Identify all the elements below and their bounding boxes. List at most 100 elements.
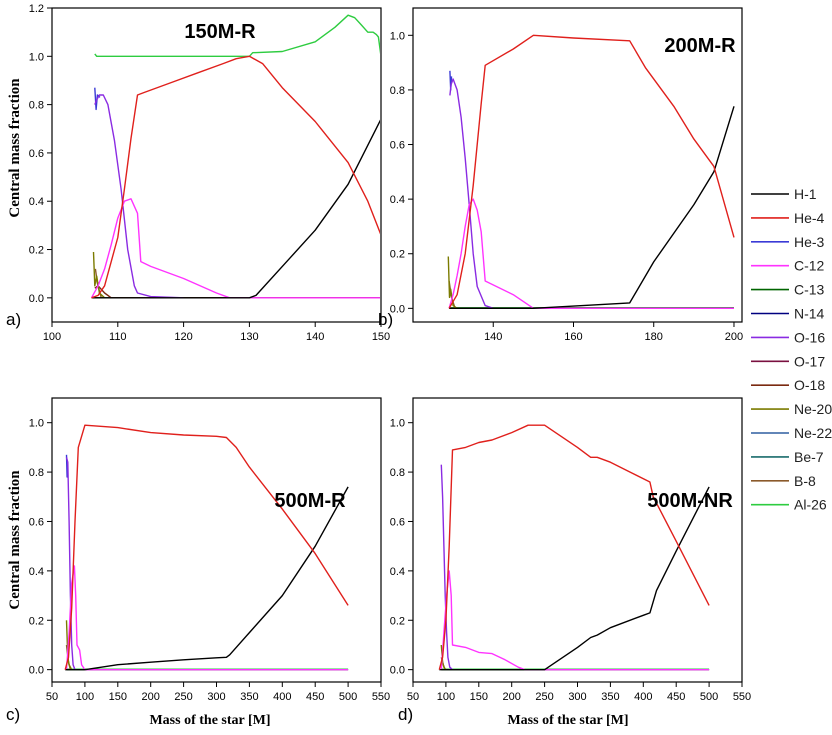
x-tick-label: 130: [240, 331, 258, 343]
y-tick-label: 0.6: [390, 140, 405, 152]
x-axis-label-right: Mass of the star [M]: [507, 713, 628, 728]
panel-title: 200M-R: [664, 35, 736, 57]
legend-item: Be-7: [751, 449, 824, 465]
legend-label: H-1: [794, 186, 817, 202]
series-c-12: [65, 565, 349, 671]
x-tick-label: 200: [503, 691, 521, 703]
y-axis-label-bottom: Central mass fraction: [7, 470, 23, 610]
x-tick-label: 120: [174, 331, 192, 343]
x-tick-label: 550: [372, 691, 390, 703]
x-tick-label: 400: [634, 691, 652, 703]
series-he-4: [91, 55, 380, 299]
x-tick-label: 500: [700, 691, 718, 703]
series-h-1: [439, 486, 710, 671]
legend-label: Ne-22: [794, 425, 832, 441]
x-tick-label: 400: [273, 691, 291, 703]
x-tick-label: 450: [306, 691, 324, 703]
series-o-16: [449, 78, 494, 309]
y-tick-label: 1.0: [29, 418, 44, 430]
x-tick-label: 110: [109, 331, 127, 343]
y-tick-label: 0.0: [390, 303, 405, 315]
plot-frame: [412, 397, 743, 683]
x-tick-label: 100: [43, 331, 61, 343]
y-tick-label: 0.8: [390, 467, 405, 479]
series-o-16: [94, 94, 184, 299]
plot-frame: [412, 7, 743, 323]
series-al-26: [94, 14, 380, 57]
y-axis-label-top: Central mass fraction: [7, 78, 23, 218]
series-he-4: [448, 34, 735, 309]
panel-title: 500M-NR: [647, 490, 733, 512]
x-tick-label: 550: [733, 691, 751, 703]
plot-frame: [51, 397, 382, 683]
x-tick-label: 100: [76, 691, 94, 703]
y-tick-label: 1.2: [29, 3, 44, 15]
legend-item: B-8: [751, 473, 816, 489]
y-tick-label: 0.4: [390, 566, 405, 578]
series-h-1: [65, 486, 349, 671]
legend-label: O-18: [794, 377, 825, 393]
series-c-12: [440, 570, 710, 671]
x-tick-label: 350: [240, 691, 258, 703]
panel-2: 50 100 150 200 250 300 350 400 450 500 550 0.0 0.2 0.…: [6, 397, 390, 724]
y-tick-label: 0.4: [29, 566, 44, 578]
series-he-4: [438, 424, 710, 670]
legend-label: Be-7: [794, 449, 824, 465]
plot-frame: [51, 7, 382, 323]
y-tick-label: 0.8: [390, 85, 405, 97]
legend-item: O-17: [751, 353, 825, 369]
x-axis-label-left: Mass of the star [M]: [149, 713, 270, 728]
y-tick-label: 0.6: [390, 516, 405, 528]
panel-title: 150M-R: [184, 21, 256, 43]
legend-item: H-1: [751, 186, 817, 202]
series-c-12: [448, 198, 734, 309]
legend-label: Ne-20: [794, 401, 832, 417]
y-tick-label: 0.8: [29, 100, 44, 112]
legend-item: He-3: [751, 234, 825, 250]
y-tick-label: 0.4: [29, 196, 44, 208]
panel-3: 50 100 150 200 250 300 350 400 450 500 550 0.0 0.2 0.…: [390, 397, 751, 724]
legend-item: Al-26: [751, 497, 827, 513]
x-tick-label: 350: [601, 691, 619, 703]
panel-title: 500M-R: [274, 490, 346, 512]
y-tick-label: 0.0: [29, 665, 44, 677]
legend-label: O-17: [794, 353, 825, 369]
y-tick-label: 0.0: [29, 293, 44, 305]
legend-label: Al-26: [794, 497, 827, 513]
x-tick-label: 200: [725, 331, 743, 343]
y-tick-label: 0.0: [390, 665, 405, 677]
panel-0: 100 110 120 130 140 150 0.0 0.2 0.4 0.6 0.8 1.0 1.2 1…: [6, 3, 390, 343]
legend-item: C-12: [751, 258, 825, 274]
panel-label: c): [6, 705, 20, 724]
legend-item: O-16: [751, 329, 825, 345]
y-tick-label: 0.2: [390, 249, 405, 261]
x-tick-label: 250: [535, 691, 553, 703]
panel-label: b): [378, 310, 393, 329]
panel-label: a): [6, 310, 21, 329]
legend-label: He-4: [794, 210, 825, 226]
y-tick-label: 0.6: [29, 516, 44, 528]
legend-item: Ne-22: [751, 425, 832, 441]
legend-label: C-13: [794, 282, 825, 298]
x-tick-label: 180: [645, 331, 663, 343]
series-he-4: [64, 424, 349, 670]
y-tick-label: 0.4: [390, 194, 405, 206]
y-tick-label: 1.0: [390, 30, 405, 42]
panel-label: d): [398, 705, 413, 724]
legend: H-1 He-4 He-3 C-12 C-13 N-14 O-16 O-17 O-18 Ne-20…: [751, 186, 832, 513]
y-tick-label: 0.2: [390, 615, 405, 627]
x-tick-label: 200: [142, 691, 160, 703]
legend-label: He-3: [794, 234, 825, 250]
y-tick-label: 0.2: [29, 245, 44, 257]
x-tick-label: 50: [46, 691, 58, 703]
series-c-12: [90, 198, 380, 299]
legend-label: B-8: [794, 473, 816, 489]
legend-item: C-13: [751, 282, 825, 298]
x-tick-label: 160: [564, 331, 582, 343]
legend-label: N-14: [794, 306, 825, 322]
x-tick-label: 140: [306, 331, 324, 343]
series-ne-20: [447, 256, 458, 309]
x-tick-label: 150: [372, 331, 390, 343]
legend-label: C-12: [794, 258, 825, 274]
x-tick-label: 250: [174, 691, 192, 703]
